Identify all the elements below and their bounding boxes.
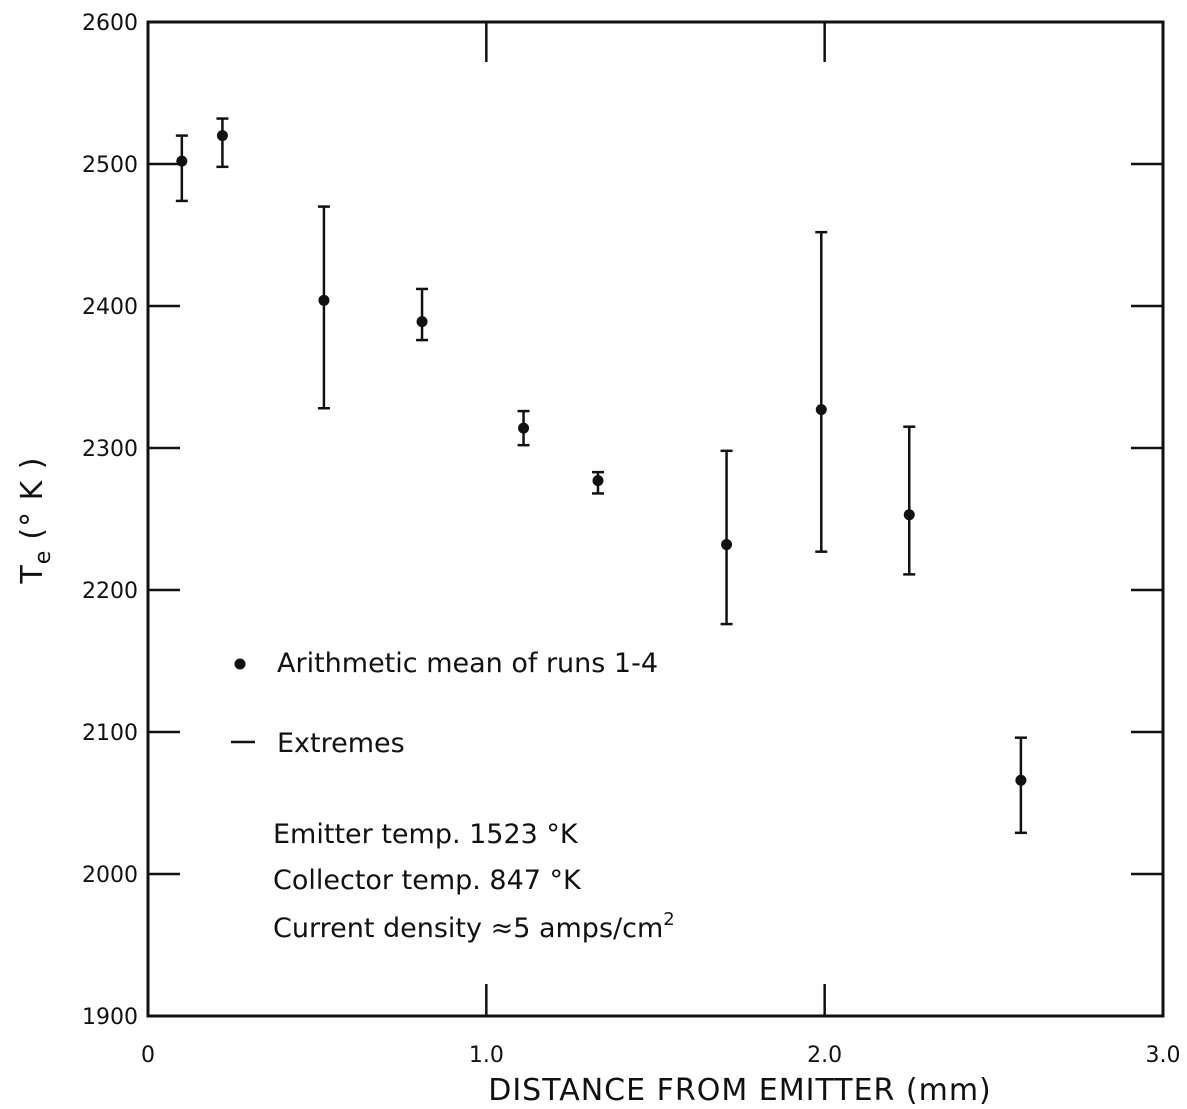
- y-axis-subscript: e: [31, 550, 56, 565]
- x-axis-title: DISTANCE FROM EMITTER (mm): [488, 1073, 992, 1108]
- mean-point: [176, 155, 188, 167]
- legend-mean-label: Arithmetic mean of runs 1-4: [277, 648, 658, 679]
- legend-extremes-label: Extremes: [277, 728, 405, 759]
- data-points: [176, 130, 1027, 786]
- y-axis-title: Te (° K ): [15, 456, 56, 584]
- x-tick-label: 1.0: [469, 1043, 504, 1068]
- svg-text:Te(° K ): Te (° K ): [15, 456, 56, 584]
- mean-point: [416, 316, 428, 328]
- x-tick-label: 3.0: [1146, 1043, 1181, 1068]
- axis-ticks: [148, 22, 1163, 1016]
- y-tick-label: 2600: [82, 11, 138, 36]
- x-tick-label: 2.0: [807, 1043, 842, 1068]
- mean-point: [721, 539, 733, 551]
- mean-point: [518, 422, 530, 434]
- x-tick-label: 0: [141, 1043, 155, 1068]
- error-bars: [175, 117, 1027, 835]
- annotation-current-density: Current density ≈5 amps/cm2: [273, 909, 675, 944]
- mean-point: [318, 294, 330, 306]
- y-tick-label: 2300: [82, 437, 138, 462]
- tick-labels: 1900 2000 2100 2200 2300 2400 2500 2600 0 1.0 2.0 3…: [82, 11, 1181, 1068]
- legend-mean-marker: [234, 658, 246, 670]
- y-axis-unit: (° K ): [15, 456, 50, 539]
- y-tick-label: 2400: [82, 295, 138, 320]
- mean-point: [815, 404, 827, 416]
- annotation-collector-temp: Collector temp. 847 °K: [273, 865, 582, 896]
- y-tick-label: 1900: [82, 1005, 138, 1030]
- mean-point: [1015, 774, 1027, 786]
- y-tick-label: 2100: [82, 721, 138, 746]
- y-tick-label: 2500: [82, 153, 138, 178]
- mean-point: [592, 475, 604, 487]
- mean-point: [903, 509, 915, 521]
- y-tick-label: 2000: [82, 863, 138, 888]
- annotation-emitter-temp: Emitter temp. 1523 °K: [273, 819, 579, 850]
- y-axis-main: T: [15, 564, 50, 584]
- plot-frame: [146, 20, 1165, 1018]
- y-tick-label: 2200: [82, 579, 138, 604]
- mean-point: [216, 130, 228, 142]
